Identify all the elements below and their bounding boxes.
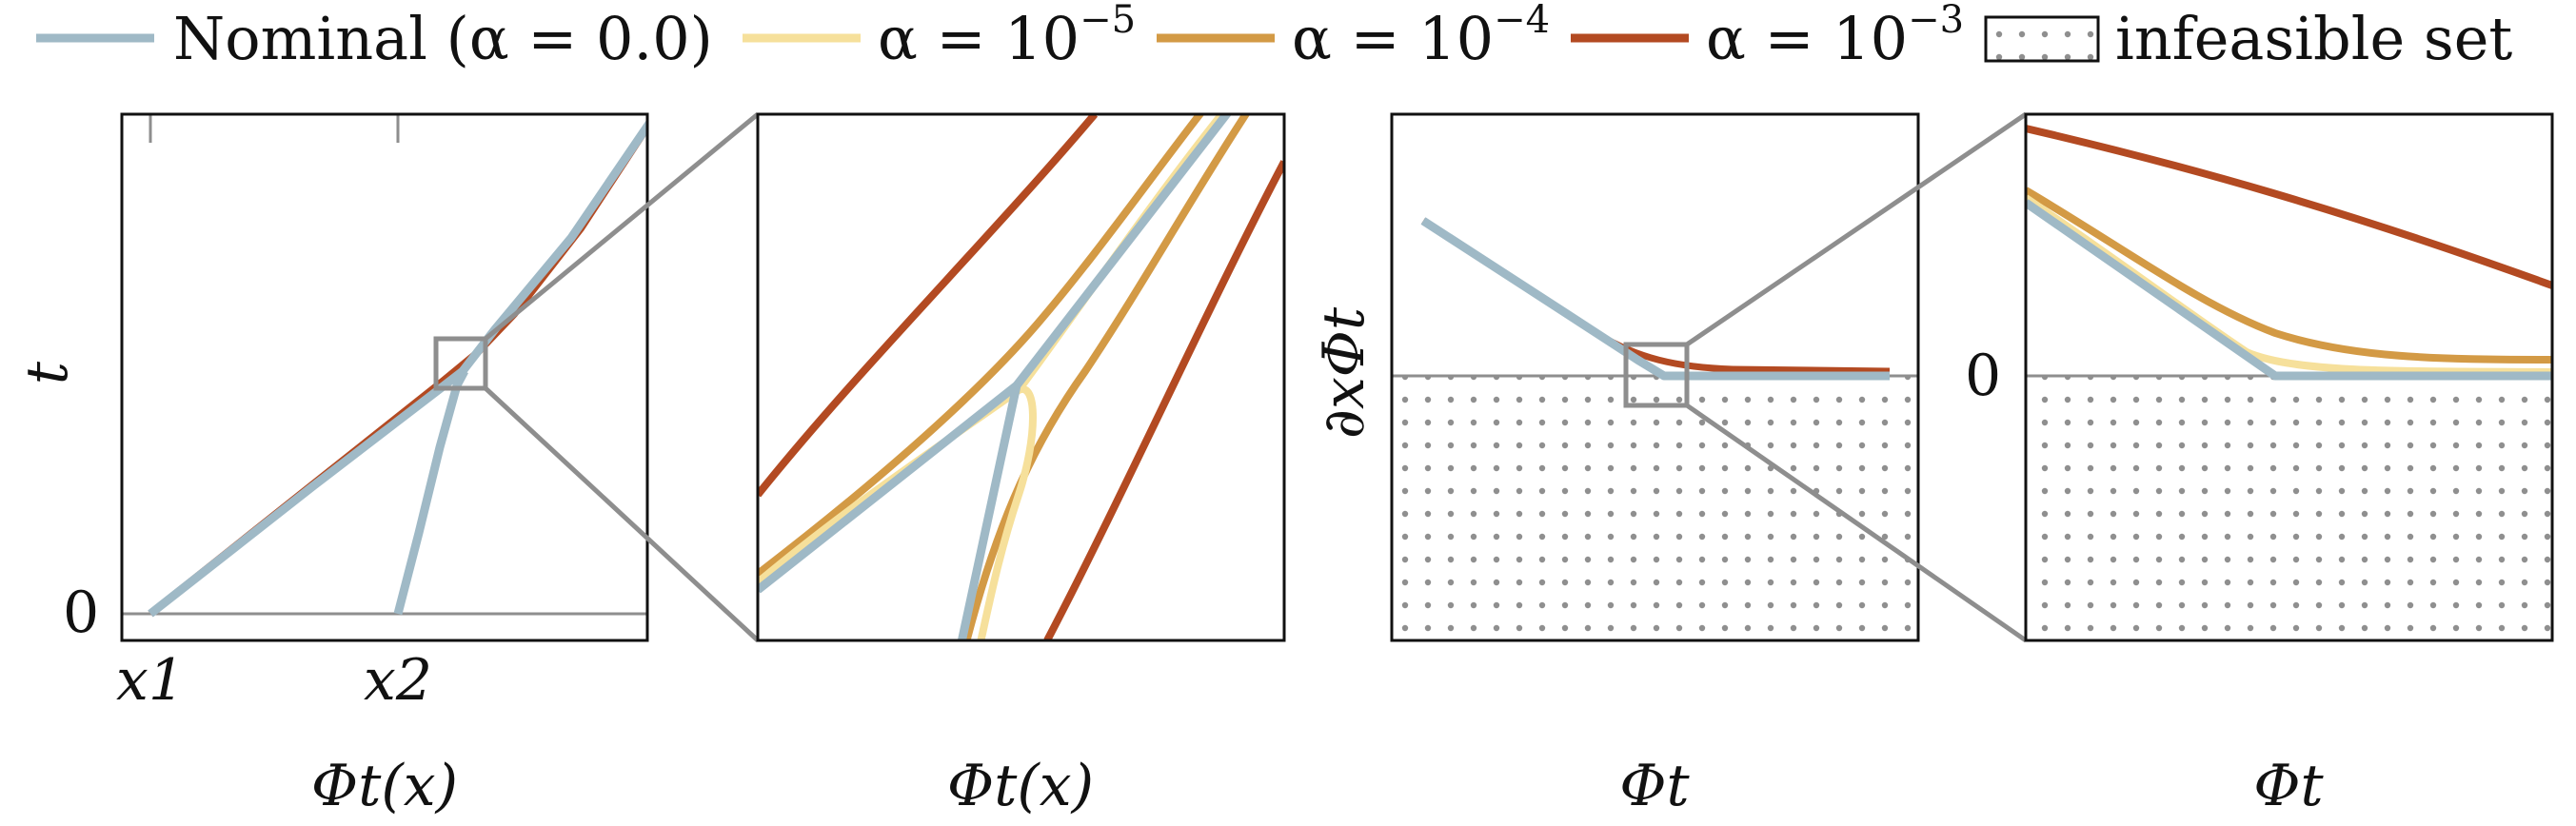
panel-3-plot-area [1392, 217, 1918, 381]
panel-4-frame [2024, 112, 2554, 642]
panel-4-series-a1e5 [2026, 194, 2552, 376]
zoom-connector-2 [1685, 111, 2028, 643]
panel-3: ∂xΦt Φt [1311, 112, 1920, 819]
panel-3-zoom-box [1623, 342, 1690, 408]
panel-1-ytick-0: 0 [63, 580, 99, 646]
panel-4-ytick-0: 0 [1965, 343, 2001, 409]
panel-1-xlabel: Φt(x) [311, 753, 458, 819]
panel-2-series-a1e3-upper [758, 114, 1099, 498]
panel-1-series-nominal-lower [393, 368, 468, 616]
panel-4-series-nominal [2026, 199, 2552, 381]
legend-label-a1e4-base: α = 10 [1292, 4, 1494, 73]
zoom-connector-2-bottom [1685, 403, 2028, 643]
legend-swatch-infeasible [1984, 15, 2100, 63]
panel-4-infeasible-region [2026, 376, 2552, 640]
panel-1-zoom-box [433, 336, 488, 391]
panel-1-ylabel: t [14, 361, 81, 384]
panel-2-frame [756, 112, 1286, 642]
panel-2-series-a1e4-upper [758, 114, 1205, 578]
legend-label-a1e5-base: α = 10 [878, 4, 1080, 73]
panel-1-series-a1e3 [148, 119, 647, 618]
legend-label-a1e3-exp: −3 [1908, 0, 1964, 42]
panel-4-xlabel: Φt [2253, 753, 2324, 819]
legend-label-infeasible: infeasible set [2115, 4, 2512, 73]
legend-label-a1e3: α = 10−3 [1706, 0, 1964, 73]
legend-label-a1e3-base: α = 10 [1706, 4, 1908, 73]
panel-2-series-a1e3-lower [1043, 160, 1284, 640]
panel-4-series-a1e3 [2026, 125, 2552, 289]
panel-3-series-nominal [1420, 217, 1890, 381]
panel-4-series-a1e4 [2026, 187, 2552, 364]
legend-label-nominal: Nominal (α = 0.0) [173, 4, 713, 73]
panel-1-xtick-x1: x1 [116, 647, 185, 714]
panel-1: 0 t x1 x2 Φt(x) [14, 112, 649, 819]
panel-3-xlabel: Φt [1619, 753, 1690, 819]
panel-3-frame [1390, 112, 1920, 642]
panel-1-series-nominal-upper [148, 118, 647, 618]
panel-3-ylabel: ∂xΦt [1311, 306, 1377, 439]
legend: Nominal (α = 0.0) α = 10−5 α = 10−4 α = … [36, 0, 2512, 73]
legend-label-a1e5: α = 10−5 [878, 0, 1136, 73]
zoom-connector-1-bottom [484, 386, 760, 642]
zoom-connector-2-top [1685, 111, 2028, 347]
panel-2: Φt(x) [756, 112, 1286, 819]
panel-2-plot-area [758, 114, 1284, 640]
panel-4: 0 Φt [1965, 112, 2554, 819]
panel-3-series-a1e3 [1421, 218, 1891, 375]
legend-label-a1e4: α = 10−4 [1292, 0, 1550, 73]
panel-1-xtick-x2: x2 [364, 647, 432, 714]
zoom-connector-1 [484, 112, 760, 642]
panel-3-infeasible-region [1392, 376, 1918, 640]
panel-2-series-nominal-right [1013, 114, 1232, 388]
panel-4-plot-area [2026, 125, 2552, 381]
panel-1-plot-area [122, 114, 647, 618]
legend-label-a1e5-exp: −5 [1080, 0, 1136, 42]
panel-2-series-a1e4-lower [962, 114, 1251, 640]
panel-1-frame [120, 112, 649, 642]
panel-2-series-a1e5 [758, 385, 1037, 640]
zoom-connector-1-top [484, 112, 760, 341]
panel-2-xlabel: Φt(x) [947, 753, 1094, 819]
legend-label-a1e4-exp: −4 [1494, 0, 1550, 42]
